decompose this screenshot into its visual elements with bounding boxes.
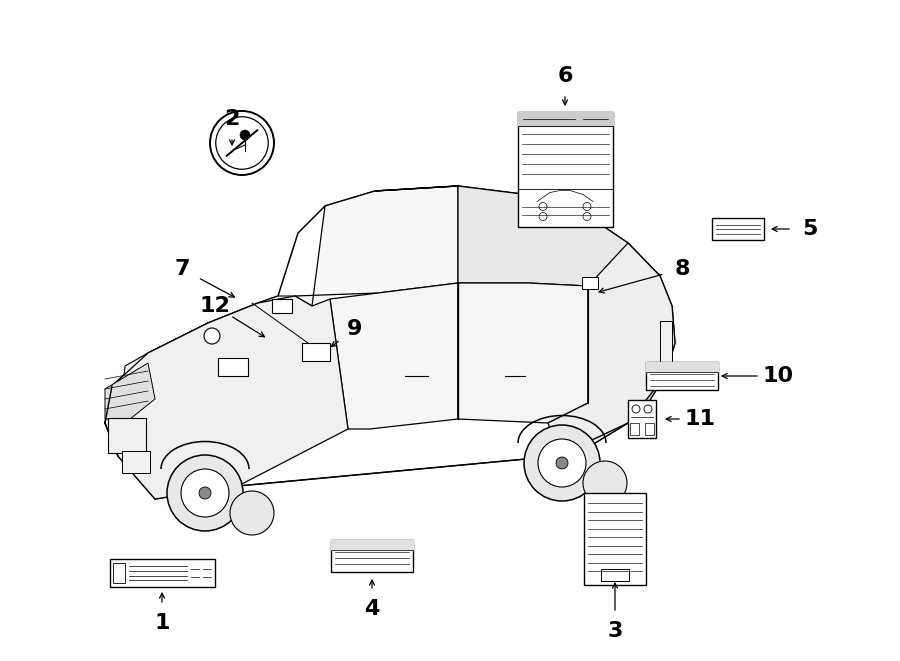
Text: 6: 6 (557, 66, 572, 86)
Circle shape (230, 491, 274, 535)
Text: 9: 9 (347, 319, 363, 339)
Circle shape (240, 130, 250, 140)
Circle shape (556, 457, 568, 469)
Circle shape (167, 455, 243, 531)
Bar (122, 451, 150, 473)
Bar (110, 559, 214, 587)
Polygon shape (122, 296, 312, 409)
Text: 8: 8 (674, 259, 689, 279)
Circle shape (524, 425, 600, 501)
Bar (112, 563, 124, 583)
Bar (628, 400, 656, 438)
Circle shape (538, 439, 586, 487)
Text: 12: 12 (200, 296, 230, 316)
Bar (218, 358, 248, 376)
Text: 10: 10 (762, 366, 794, 386)
Text: 2: 2 (224, 109, 239, 129)
Text: 5: 5 (802, 219, 818, 239)
Circle shape (181, 469, 229, 517)
Circle shape (199, 487, 211, 499)
Text: 1: 1 (154, 613, 170, 633)
Bar (645, 423, 654, 435)
Circle shape (583, 461, 627, 505)
Bar (272, 299, 292, 313)
Text: 11: 11 (685, 409, 716, 429)
Bar (660, 321, 672, 366)
Text: 3: 3 (608, 621, 623, 641)
Polygon shape (105, 296, 348, 499)
Polygon shape (105, 186, 675, 499)
Bar (302, 343, 330, 361)
Bar (584, 493, 646, 585)
Polygon shape (458, 283, 588, 423)
Bar (646, 362, 718, 390)
Bar (712, 218, 764, 240)
Polygon shape (295, 186, 458, 306)
Bar (108, 418, 146, 453)
Polygon shape (548, 243, 675, 456)
Text: 4: 4 (364, 599, 380, 619)
Circle shape (204, 328, 220, 344)
Polygon shape (105, 363, 155, 419)
Bar (582, 277, 598, 289)
Polygon shape (375, 186, 660, 286)
Polygon shape (330, 283, 458, 429)
Bar (630, 423, 639, 435)
Bar (331, 540, 413, 572)
Bar (518, 112, 613, 227)
Bar (601, 569, 629, 581)
Text: 7: 7 (175, 259, 190, 279)
